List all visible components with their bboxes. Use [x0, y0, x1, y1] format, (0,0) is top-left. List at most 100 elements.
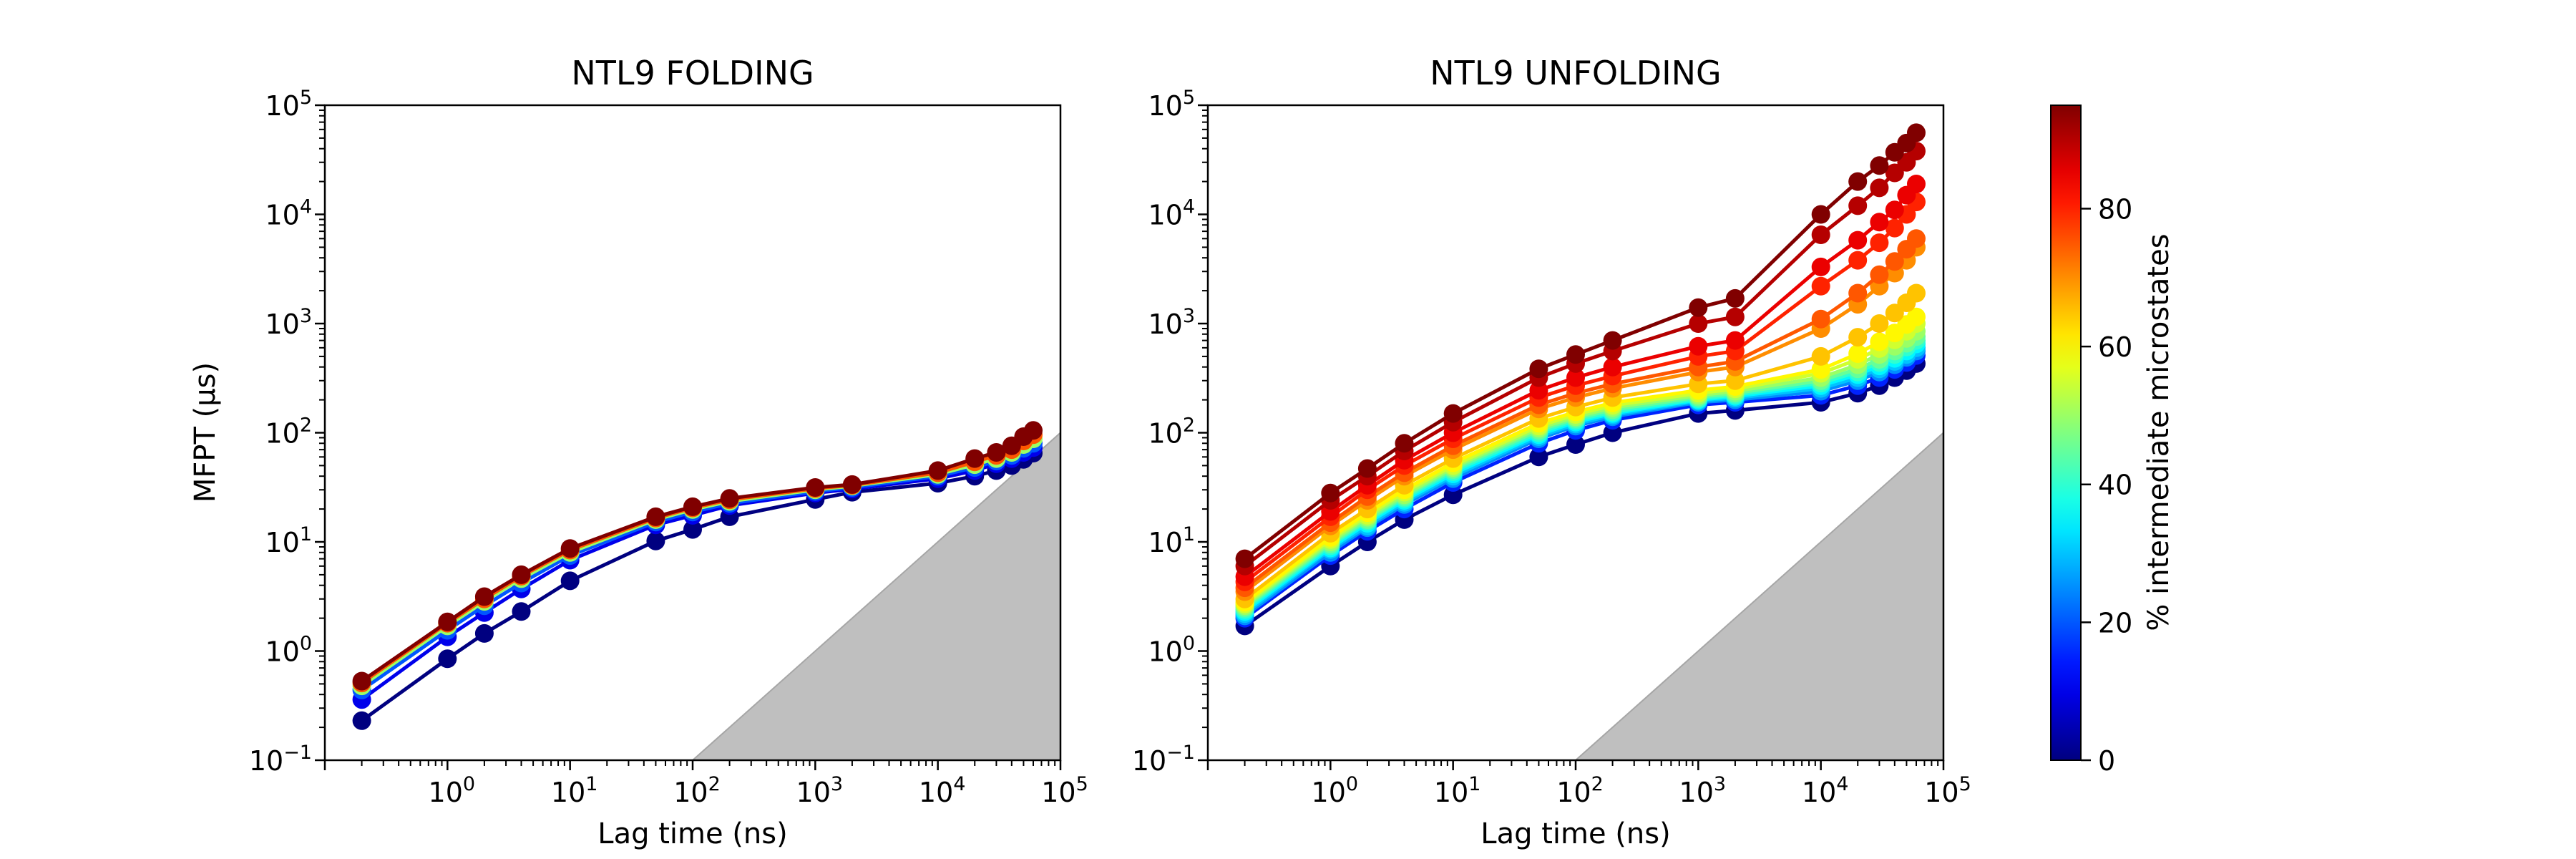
data-point — [1870, 332, 1889, 351]
data-point — [1848, 230, 1868, 250]
y-tick-label: 101 — [265, 523, 312, 558]
data-point — [1848, 251, 1868, 270]
data-point — [1848, 328, 1868, 347]
unfolding-plot-area: 100 101 102 103 104 105 10−1 100 101 102 103 104 105 — [1132, 87, 1971, 808]
y-tick-label: 100 — [265, 633, 312, 668]
axis-ticks: 100 101 102 103 104 105 10−1 100 101 102 103 104 105 — [249, 87, 1088, 808]
x-tick-label: 104 — [919, 773, 966, 808]
data-point — [438, 649, 457, 669]
data-point — [683, 520, 702, 539]
data-point — [1848, 344, 1868, 363]
data-point — [806, 478, 825, 497]
data-point — [1725, 288, 1745, 308]
data-point — [1907, 123, 1926, 142]
data-point — [352, 671, 371, 691]
data-point — [683, 497, 702, 516]
data-point — [1848, 283, 1868, 303]
data-point — [438, 612, 457, 631]
y-tick-label: 103 — [265, 305, 312, 340]
colorbar-tick-label: 40 — [2098, 470, 2132, 501]
data-point — [1811, 276, 1830, 296]
data-point — [1870, 265, 1889, 284]
data-point — [987, 443, 1006, 462]
colorbar-tick-label: 0 — [2098, 745, 2115, 777]
data-point — [1885, 252, 1904, 271]
data-point — [1870, 178, 1889, 198]
data-point — [1725, 307, 1745, 326]
data-point — [1811, 360, 1830, 379]
data-point — [1689, 336, 1708, 356]
data-point — [1024, 421, 1043, 440]
folding-plot-area: 100 101 102 103 104 105 10−1 100 101 102 103 104 105 — [249, 87, 1088, 808]
colorbar-tick-label: 60 — [2098, 331, 2132, 363]
data-point — [1870, 233, 1889, 253]
x-tick-label: 104 — [1802, 773, 1849, 808]
data-point — [1811, 257, 1830, 276]
y-tick-label: 102 — [265, 414, 312, 450]
data-point — [1870, 213, 1889, 232]
data-point — [1811, 346, 1830, 366]
series-line — [1244, 237, 1918, 590]
data-point — [1357, 459, 1377, 478]
data-point — [1529, 359, 1548, 379]
series-16 — [1235, 123, 1926, 568]
x-tick-label: 102 — [1556, 773, 1604, 808]
unfolding-title: NTL9 UNFOLDING — [1430, 54, 1721, 92]
data-point — [352, 711, 371, 730]
data-point — [646, 531, 665, 550]
colorbar-label: % intermediate microstates — [2142, 233, 2175, 631]
data-point — [1907, 175, 1926, 193]
data-point — [1395, 434, 1414, 453]
x-tick-label: 100 — [1312, 773, 1359, 808]
data-point — [1811, 205, 1830, 224]
data-point — [1689, 314, 1708, 333]
data-point — [1566, 435, 1585, 454]
x-tick-label: 101 — [551, 773, 598, 808]
data-point — [1689, 298, 1708, 317]
y-tick-label: 104 — [1148, 196, 1195, 231]
data-point — [1725, 331, 1745, 350]
data-point — [1321, 483, 1340, 503]
colorbar: 0 20 40 60 80 % intermediate microstates — [2050, 105, 2175, 777]
data-point — [1870, 314, 1889, 333]
series-line — [1244, 131, 1918, 560]
folding-panel: NTL9 FOLDING Lag time (ns) MFPT (μs) 100… — [189, 54, 1088, 850]
y-tick-label: 103 — [1148, 305, 1195, 340]
data-point — [1603, 357, 1622, 377]
data-point — [646, 507, 665, 526]
colorbar-tick-label: 80 — [2098, 193, 2132, 225]
colorbar-gradient — [2050, 105, 2082, 761]
data-point — [512, 602, 531, 621]
unfolding-panel: NTL9 UNFOLDING Lag time (ns) 100 101 102 10… — [1132, 54, 1971, 850]
data-point — [1907, 229, 1926, 248]
y-tick-label: 100 — [1148, 633, 1195, 668]
data-point — [1848, 196, 1868, 215]
data-point — [1443, 404, 1463, 423]
y-tick-label: 10−1 — [1132, 742, 1195, 777]
data-point — [474, 587, 494, 606]
series-5 — [352, 421, 1043, 691]
y-tick-label: 105 — [265, 87, 312, 122]
unfolding-xlabel: Lag time (ns) — [1480, 817, 1670, 850]
axis-ticks: 100 101 102 103 104 105 10−1 100 101 102 103 104 105 — [1132, 87, 1971, 808]
series-line — [1244, 291, 1918, 601]
data-point — [842, 475, 862, 494]
data-point — [1566, 345, 1585, 364]
data-point — [1566, 368, 1585, 387]
x-tick-label: 105 — [1041, 773, 1088, 808]
x-tick-label: 102 — [673, 773, 721, 808]
data-point — [1529, 447, 1548, 467]
data-point — [1907, 307, 1926, 326]
data-point — [1885, 218, 1904, 238]
x-tick-label: 105 — [1924, 773, 1971, 808]
data-point — [1870, 156, 1889, 175]
data-point — [1885, 163, 1904, 183]
y-tick-label: 104 — [265, 196, 312, 231]
folding-ylabel: MFPT (μs) — [189, 362, 222, 503]
data-point — [512, 565, 531, 584]
folding-title: NTL9 FOLDING — [571, 54, 814, 92]
data-point — [1811, 309, 1830, 329]
series-line — [1244, 200, 1918, 583]
x-tick-label: 103 — [796, 773, 844, 808]
